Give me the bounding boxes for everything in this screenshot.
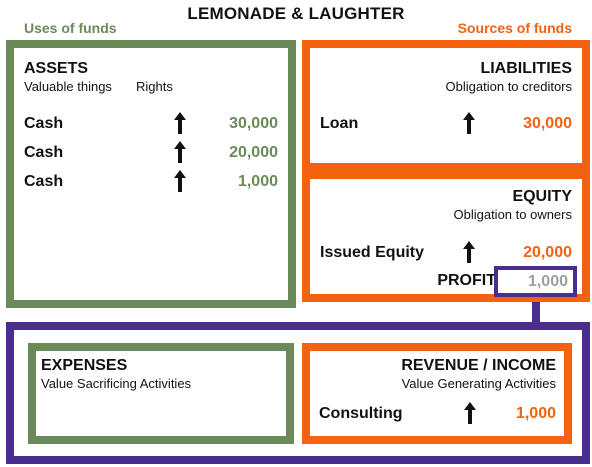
up-arrow-icon (464, 402, 476, 429)
equity-subtitle: Obligation to owners (453, 207, 572, 222)
assets-heading: ASSETS (24, 60, 89, 77)
page-title: LEMONADE & LAUGHTER (187, 4, 405, 23)
liabilities-subtitle: Obligation to creditors (445, 79, 572, 94)
asset-row-label: Cash (24, 144, 64, 161)
revenue-row-label: Consulting (319, 405, 403, 422)
liabilities-heading: LIABILITIES (480, 60, 572, 77)
asset-row-label: Cash (24, 115, 64, 132)
profit-value-box: 1,000 (494, 266, 577, 297)
profit-value: 1,000 (527, 273, 568, 290)
expenses-box: EXPENSES Value Sacrificing Activities (28, 343, 294, 444)
liabilities-box: LIABILITIES Obligation to creditors Loan… (302, 40, 590, 171)
asset-row-value: 1,000 (237, 173, 278, 190)
equity-row-value: 20,000 (523, 244, 572, 261)
assets-box: ASSETS Valuable things Rights Cash 30,00… (6, 40, 296, 308)
up-arrow-icon (174, 141, 186, 168)
equity-row-label: Issued Equity (320, 244, 425, 261)
up-arrow-icon (174, 112, 186, 139)
liability-row-value: 30,000 (523, 115, 572, 132)
assets-rights-label: Rights (136, 79, 173, 94)
revenue-heading: REVENUE / INCOME (401, 357, 556, 374)
revenue-box: REVENUE / INCOME Value Generating Activi… (302, 343, 572, 444)
asset-row-value: 20,000 (229, 144, 278, 161)
profit-label: PROFIT (437, 272, 496, 289)
up-arrow-icon (174, 170, 186, 197)
assets-subtitle: Valuable things (24, 79, 112, 94)
up-arrow-icon (463, 112, 475, 139)
sources-of-funds-label: Sources of funds (457, 20, 572, 36)
revenue-row-value: 1,000 (515, 405, 556, 422)
asset-row-label: Cash (24, 173, 64, 190)
uses-of-funds-label: Uses of funds (24, 20, 117, 36)
expenses-subtitle: Value Sacrificing Activities (41, 376, 192, 391)
liability-row-label: Loan (320, 115, 359, 132)
revenue-subtitle: Value Generating Activities (401, 376, 556, 391)
up-arrow-icon (463, 241, 475, 268)
equity-heading: EQUITY (512, 188, 572, 205)
profit-connector (532, 297, 540, 327)
expenses-heading: EXPENSES (41, 357, 128, 374)
asset-row-value: 30,000 (229, 115, 278, 132)
